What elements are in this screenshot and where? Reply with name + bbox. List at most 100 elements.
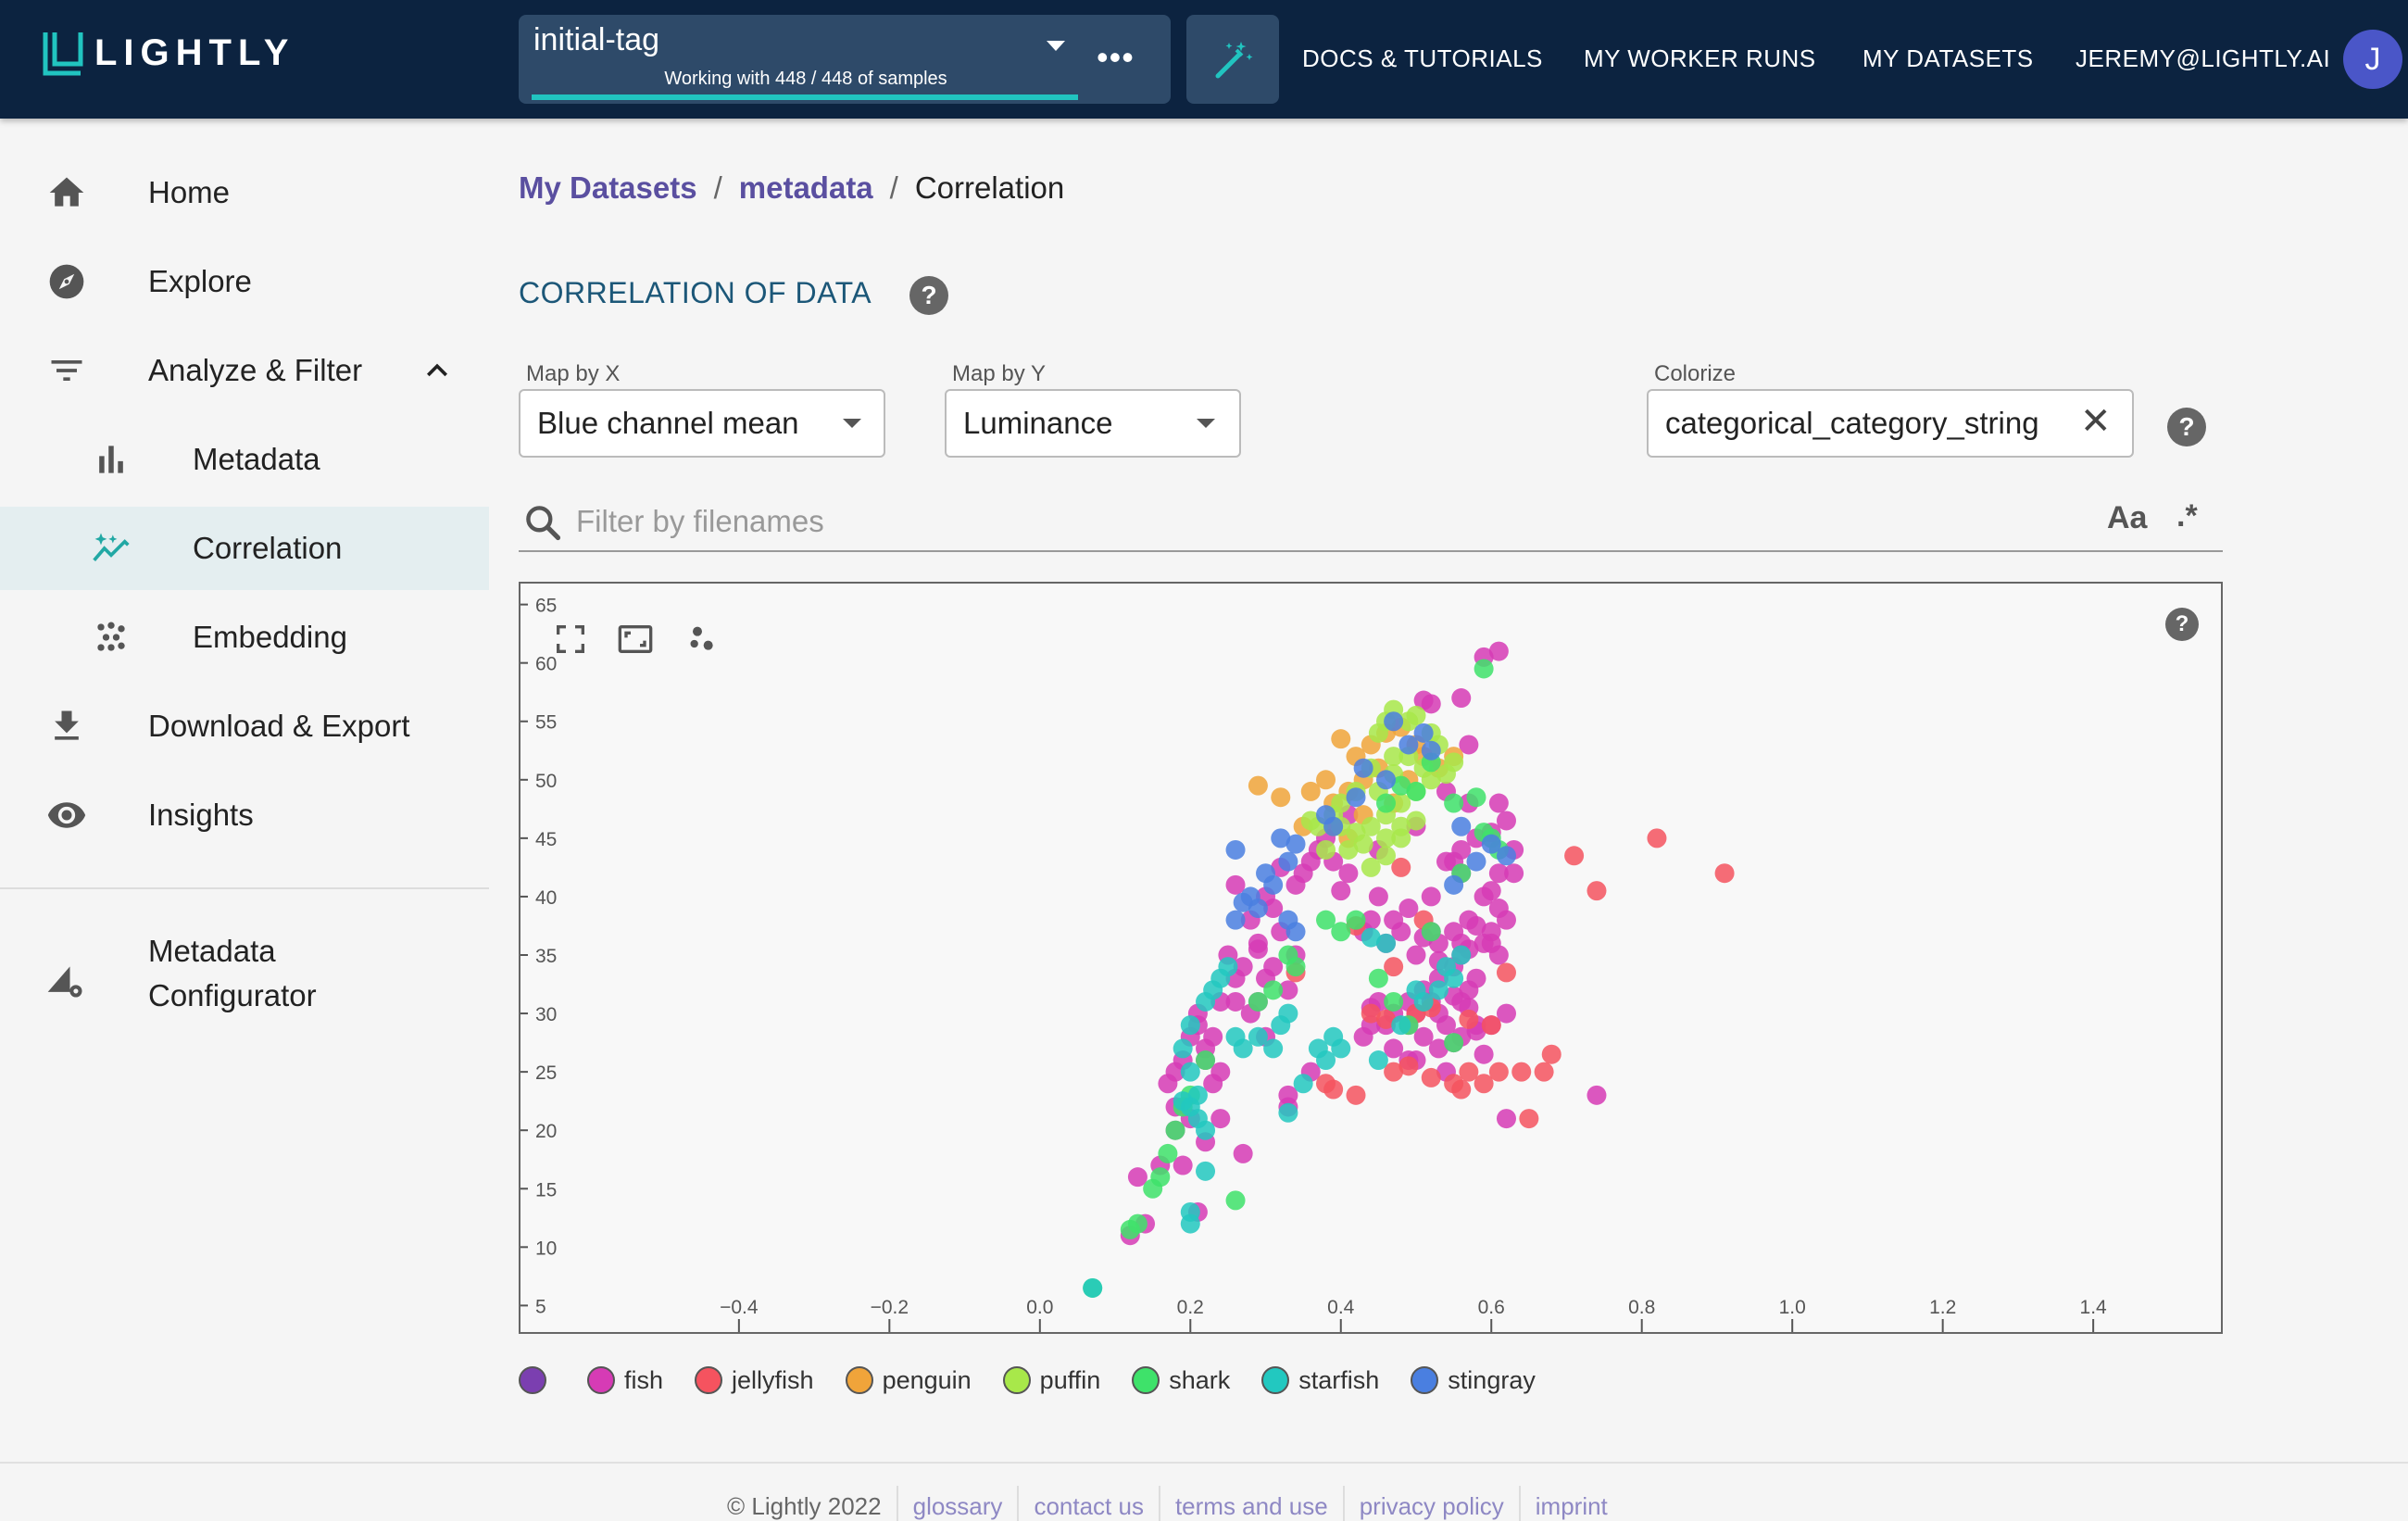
scatter-point-fish[interactable] — [1278, 980, 1298, 1000]
scatter-point-shark[interactable] — [1391, 775, 1411, 796]
sidebar-item-explore[interactable]: Explore — [0, 240, 489, 323]
scatter-point-fish[interactable] — [1496, 1003, 1516, 1024]
scatter-point-shark[interactable] — [1384, 991, 1404, 1012]
point-size-icon[interactable] — [684, 621, 721, 658]
scatter-point-fish[interactable] — [1225, 991, 1246, 1012]
legend-item[interactable] — [519, 1366, 556, 1394]
scatter-point-penguin[interactable] — [1271, 787, 1291, 808]
lightly-logo[interactable]: LIGHTLY — [43, 28, 295, 78]
help-icon[interactable]: ? — [909, 276, 948, 315]
scatter-point-puffin[interactable] — [1376, 828, 1397, 848]
scatter-point-jellyfish[interactable] — [1459, 1062, 1479, 1082]
scatter-point-puffin[interactable] — [1391, 816, 1411, 836]
scatter-point-starfish[interactable] — [1391, 1015, 1411, 1036]
scatter-point-starfish[interactable] — [1444, 968, 1464, 988]
sidebar-item-download-export[interactable]: Download & Export — [0, 685, 489, 768]
scatter-point-puffin[interactable] — [1391, 793, 1411, 813]
scatter-point-stingray[interactable] — [1384, 711, 1404, 732]
scatter-point-shark[interactable] — [1248, 991, 1268, 1012]
scatter-point-shark[interactable] — [1444, 1033, 1464, 1053]
scatter-point-jellyfish[interactable] — [1564, 846, 1585, 866]
scatter-point-stingray[interactable] — [1225, 910, 1246, 930]
scatter-point-fish[interactable] — [1391, 922, 1411, 942]
scatter-point-fish[interactable] — [1225, 874, 1246, 895]
scatter-point-puffin[interactable] — [1406, 705, 1426, 725]
scatter-point-stingray[interactable] — [1421, 740, 1441, 760]
scatter-point-starfish[interactable] — [1451, 945, 1472, 965]
scatter-point-fish[interactable] — [1248, 939, 1268, 960]
scatter-point-fish[interactable] — [1233, 957, 1253, 977]
scatter-point-fish[interactable] — [1488, 641, 1509, 661]
scatter-point-jellyfish[interactable] — [1481, 1015, 1501, 1036]
scatter-point-jellyfish[interactable] — [1541, 1044, 1561, 1064]
scatter-point-fish[interactable] — [1263, 899, 1284, 919]
scatter-point-shark[interactable] — [1421, 922, 1441, 942]
nav-docs-tutorials[interactable]: DOCS & TUTORIALS — [1302, 44, 1543, 72]
scatter-point-stingray[interactable] — [1376, 770, 1397, 790]
scatter-point-fish[interactable] — [1496, 1109, 1516, 1129]
scatter-point-starfish[interactable] — [1263, 1038, 1284, 1059]
scatter-point-starfish[interactable] — [1428, 980, 1449, 1000]
scatter-point-stingray[interactable] — [1278, 851, 1298, 872]
scatter-point-fish[interactable] — [1474, 933, 1494, 953]
scatter-point-jellyfish[interactable] — [1384, 957, 1404, 977]
footer-link-contact[interactable]: contact us — [1034, 1491, 1144, 1520]
scatter-point-starfish[interactable] — [1173, 1091, 1193, 1112]
scatter-point-jellyfish[interactable] — [1534, 1062, 1554, 1082]
scatter-point-shark[interactable] — [1120, 1219, 1140, 1239]
legend-item[interactable]: stingray — [1411, 1366, 1536, 1395]
scatter-point-jellyfish[interactable] — [1346, 1085, 1366, 1105]
search-input[interactable] — [576, 500, 2058, 543]
scatter-point-fish[interactable] — [1127, 1167, 1148, 1188]
scatter-point-jellyfish[interactable] — [1398, 1056, 1419, 1076]
fullscreen-icon[interactable] — [552, 621, 589, 658]
scatter-point-fish[interactable] — [1587, 1085, 1607, 1105]
scatter-point-fish[interactable] — [1331, 881, 1351, 901]
scatter-point-starfish[interactable] — [1218, 957, 1238, 977]
scatter-point-stingray[interactable] — [1466, 851, 1486, 872]
scatter-point-shark[interactable] — [1196, 1050, 1216, 1071]
scatter-point-fish[interactable] — [1466, 968, 1486, 988]
scatter-point-jellyfish[interactable] — [1421, 1067, 1441, 1087]
scatter-point-fish[interactable] — [1428, 1038, 1449, 1059]
map-by-y-select[interactable]: Luminance — [945, 389, 1241, 458]
scatter-point-puffin[interactable] — [1384, 747, 1404, 767]
scatter-point-stingray[interactable] — [1413, 723, 1434, 743]
scatter-point-fish[interactable] — [1504, 863, 1524, 884]
scatter-point-penguin[interactable] — [1248, 775, 1268, 796]
scatter-point-starfish[interactable] — [1278, 1102, 1298, 1123]
legend-item[interactable]: shark — [1132, 1366, 1230, 1395]
sidebar-item-home[interactable]: Home — [0, 151, 489, 234]
scatter-point-starfish[interactable] — [1361, 927, 1381, 948]
scatter-point-stingray[interactable] — [1233, 892, 1253, 912]
scatter-point-fish[interactable] — [1233, 1143, 1253, 1163]
scatter-point-jellyfish[interactable] — [1488, 1062, 1509, 1082]
scatter-point-jellyfish[interactable] — [1323, 1079, 1344, 1100]
scatter-point-starfish[interactable] — [1413, 991, 1434, 1012]
scatter-point-jellyfish[interactable] — [1647, 828, 1667, 848]
legend-item[interactable]: fish — [587, 1366, 663, 1395]
scatter-point-stingray[interactable] — [1481, 834, 1501, 854]
sidebar-item-insights[interactable]: Insights — [0, 773, 489, 857]
scatter-point-fish[interactable] — [1496, 811, 1516, 831]
scatter-point-shark[interactable] — [1466, 787, 1486, 808]
scatter-point-fish[interactable] — [1436, 1015, 1456, 1036]
scatter-point-stingray[interactable] — [1286, 834, 1306, 854]
scatter-point-puffin[interactable] — [1316, 839, 1336, 860]
scatter-point-shark[interactable] — [1376, 793, 1397, 813]
scatter-point-fish[interactable] — [1459, 735, 1479, 755]
scatter-point-jellyfish[interactable] — [1714, 863, 1735, 884]
scatter-point-starfish[interactable] — [1180, 1213, 1200, 1234]
chevron-up-icon[interactable] — [415, 348, 459, 393]
scatter-point-puffin[interactable] — [1338, 839, 1359, 860]
scatter-point-shark[interactable] — [1278, 945, 1298, 965]
scatter-point-fish[interactable] — [1165, 1062, 1185, 1082]
scatter-point-fish[interactable] — [1173, 1155, 1193, 1175]
scatter-point-stingray[interactable] — [1346, 787, 1366, 808]
scatter-point-fish[interactable] — [1203, 1074, 1223, 1094]
scatter-point-jellyfish[interactable] — [1376, 1009, 1397, 1029]
scatter-point-puffin[interactable] — [1361, 857, 1381, 877]
colorize-select[interactable]: categorical_category_string ✕ — [1647, 389, 2134, 458]
scatter-point-starfish[interactable] — [1331, 1038, 1351, 1059]
scatter-point-fish[interactable] — [1444, 986, 1464, 1006]
